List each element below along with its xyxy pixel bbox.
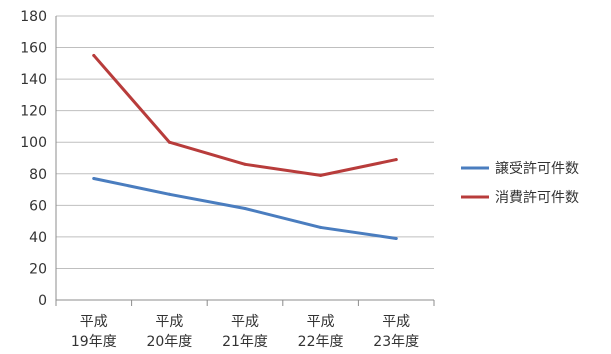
data-point <box>319 173 323 177</box>
data-point <box>92 53 96 57</box>
x-tick-label: 平成 <box>307 314 335 330</box>
x-tick-label: 20年度 <box>146 334 192 350</box>
data-point <box>394 158 398 162</box>
x-tick-label: 平成 <box>231 314 259 330</box>
grid <box>56 15 434 269</box>
x-tick-label: 19年度 <box>71 334 117 350</box>
y-tick-label: 0 <box>38 293 47 309</box>
legend-label: 消費許可件数 <box>495 190 579 206</box>
y-tick-label: 120 <box>20 104 47 120</box>
data-point <box>394 236 398 240</box>
x-tick-label: 平成 <box>382 314 410 330</box>
y-tick-label: 20 <box>29 261 47 277</box>
y-tick-label: 180 <box>20 9 47 25</box>
data-point <box>92 177 96 181</box>
data-point <box>243 162 247 166</box>
x-tick-label: 22年度 <box>298 334 344 350</box>
data-point <box>243 206 247 210</box>
y-tick-label: 160 <box>20 41 47 57</box>
series-lines <box>92 53 398 240</box>
x-tick-label: 平成 <box>80 314 108 330</box>
axes: 0 20 40 60 80 100 120 140 160 180 平成 19年度 平成 20年度 平成 21… <box>20 9 435 350</box>
x-tick-label: 平成 <box>155 314 183 330</box>
y-tick-label: 100 <box>20 135 47 151</box>
x-tick-label: 21年度 <box>222 334 268 350</box>
data-point <box>167 192 171 196</box>
y-tick-label: 140 <box>20 72 47 88</box>
y-tick-label: 80 <box>29 167 47 183</box>
legend-label: 譲受許可件数 <box>495 161 579 177</box>
data-point <box>319 225 323 229</box>
y-tick-label: 40 <box>29 230 47 246</box>
y-tick-label: 60 <box>29 198 47 214</box>
series-line-2 <box>92 53 398 177</box>
data-point <box>167 140 171 144</box>
x-tick-label: 23年度 <box>373 334 419 350</box>
